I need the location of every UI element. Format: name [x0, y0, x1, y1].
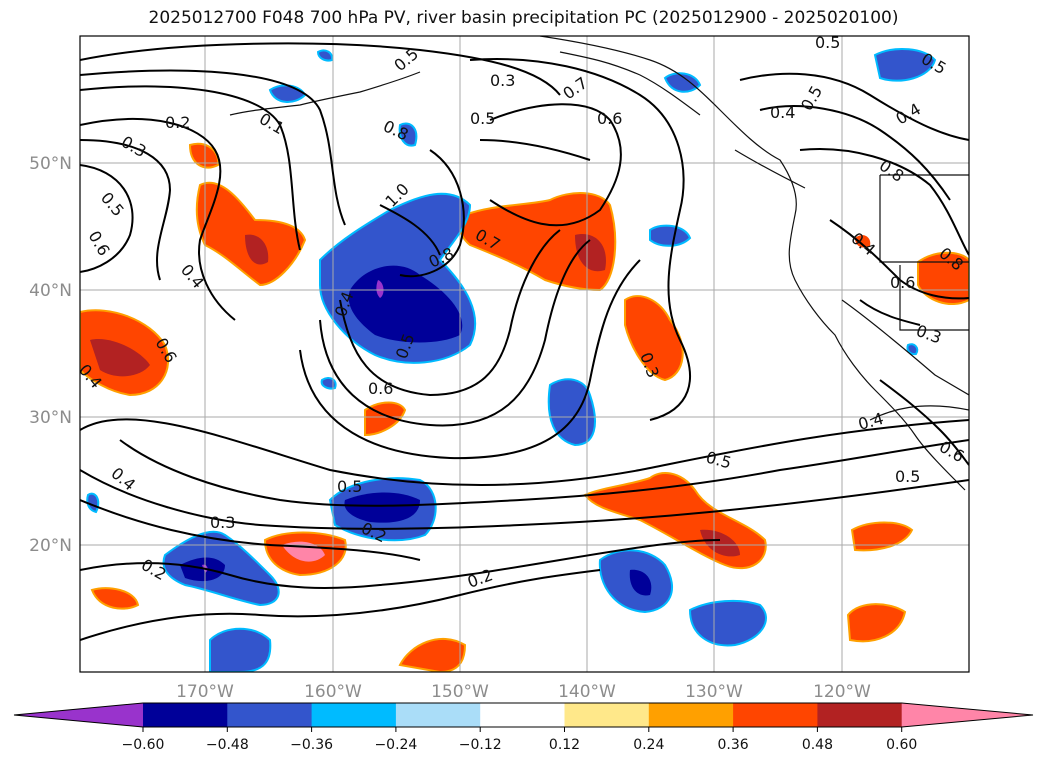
colorbar-swatch [733, 703, 818, 727]
colorbar: −0.60 −0.48 −0.36 −0.24 −0.12 0.12 0.24 0.36 0.4… [13, 702, 1034, 753]
colorbar-swatch [480, 703, 565, 727]
contour-label: 0.2 [165, 113, 190, 132]
contour-label: 0.5 [895, 467, 920, 486]
colorbar-tick-label: −0.12 [459, 737, 502, 753]
colorbar-swatch [311, 703, 397, 727]
graticule [80, 36, 969, 672]
lon-label: 170°W [176, 682, 234, 702]
lat-label: 40°N [29, 281, 72, 301]
colorbar-swatch [143, 703, 228, 727]
colorbar-swatch [395, 703, 481, 727]
lat-label: 30°N [29, 408, 72, 428]
lat-label: 20°N [29, 536, 72, 556]
lon-label: 140°W [558, 682, 616, 702]
colorbar-extend-min [14, 703, 143, 727]
precip-shading [80, 48, 969, 672]
colorbar-tick-label: 0.24 [633, 737, 664, 753]
latitude-axis: 50°N 40°N 30°N 20°N [29, 154, 72, 556]
lon-label: 130°W [685, 682, 743, 702]
colorbar-swatch [817, 703, 903, 727]
colorbar-tick-label: 0.60 [886, 737, 917, 753]
contour-label: 0.5 [815, 33, 840, 52]
contour-label: 0.5 [337, 477, 362, 496]
colorbar-tick-label: 0.12 [549, 737, 580, 753]
map-area: 0.5 0.3 0.7 0.5 0.6 0.2 0.1 0.3 0.8 1.0 … [80, 33, 969, 672]
lon-label: 150°W [431, 682, 489, 702]
coastlines [229, 36, 969, 491]
contour-label: 0.3 [210, 513, 235, 532]
lon-label: 120°W [813, 682, 871, 702]
colorbar-tick-label: 0.36 [718, 737, 749, 753]
lon-label: 160°W [304, 682, 362, 702]
colorbar-extend-max [901, 703, 1033, 727]
contour-label: 0.3 [490, 71, 515, 90]
colorbar-swatch [648, 703, 734, 727]
colorbar-tick-label: 0.48 [802, 737, 833, 753]
colorbar-swatch [564, 703, 650, 727]
colorbar-tick-label: −0.48 [206, 737, 249, 753]
colorbar-tick-label: −0.60 [122, 737, 165, 753]
contour-label: 0.4 [770, 103, 795, 122]
map-frame [79, 35, 970, 673]
contour-label: 0.6 [597, 109, 622, 128]
contour-label: 0.5 [470, 109, 495, 128]
lat-label: 50°N [29, 154, 72, 174]
colorbar-swatch [227, 703, 313, 727]
pv-contours [80, 42, 969, 641]
colorbar-tick-label: −0.36 [290, 737, 333, 753]
map-title: 2025012700 F048 700 hPa PV, river basin … [148, 8, 899, 28]
contour-label: 0.6 [368, 379, 393, 398]
contour-label: 0.6 [890, 273, 915, 292]
colorbar-tick-label: −0.24 [374, 737, 417, 753]
longitude-axis: 170°W 160°W 150°W 140°W 130°W 120°W [176, 682, 871, 702]
